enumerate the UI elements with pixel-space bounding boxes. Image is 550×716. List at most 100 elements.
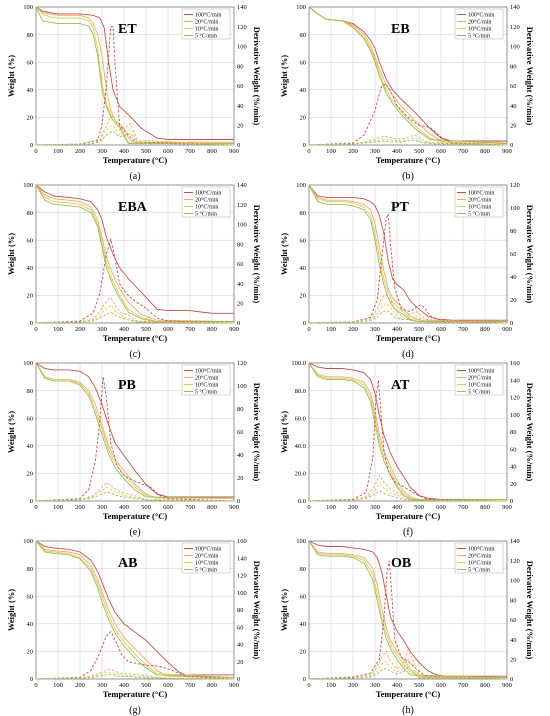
x-tick-label: 300 [370, 326, 380, 333]
y-tick-label-right: 0 [237, 498, 240, 505]
x-tick-label: 700 [458, 682, 468, 689]
y-tick-label-right: 120 [510, 558, 520, 565]
panel-title: EBA [118, 200, 148, 215]
legend-label: 5 °C/min [195, 567, 217, 574]
x-tick-label: 0 [307, 148, 310, 155]
y-tick-label-right: 20 [510, 481, 517, 488]
derivative-line [308, 658, 508, 680]
x-tick-label: 500 [141, 682, 151, 689]
plot-frame [35, 184, 235, 324]
x-tick-label: 700 [458, 326, 468, 333]
x-tick-label: 900 [229, 504, 239, 511]
y-tick-label-left: 40.0 [295, 443, 306, 450]
y-axis-label-left: Weight (%) [6, 589, 16, 631]
y-tick-label-right: 0 [237, 142, 240, 149]
y-axis-label-right: Derivative Weight (%/min) [525, 561, 535, 660]
derivative-line [35, 124, 235, 146]
y-tick-label-right: 40 [237, 452, 244, 459]
derivative-line [35, 376, 235, 502]
panel-caption: (f) [403, 527, 413, 538]
y-tick-label-right: 40 [237, 642, 244, 649]
chart-panel-pb: 0 100 200 300 400 500 600 700 800 900020406080100… [6, 360, 262, 538]
y-axis-label-right: Derivative Weight (%/min) [252, 205, 262, 304]
y-tick-label-left: 0 [303, 142, 306, 149]
legend-box [181, 8, 231, 40]
y-tick-label-right: 0 [510, 142, 513, 149]
y-tick-label-left: 0 [30, 142, 33, 149]
y-tick-label-left: 80 [27, 32, 34, 39]
x-tick-label: 900 [502, 148, 512, 155]
x-tick-label: 100 [53, 682, 63, 689]
y-axis-label-right: Derivative Weight (%/min) [252, 561, 262, 660]
x-axis-label: Temperature (°C) [376, 511, 441, 521]
y-tick-label-left: 40 [300, 265, 307, 272]
weight-line [308, 184, 508, 323]
derivative-line [308, 560, 508, 680]
y-tick-label-right: 40 [510, 637, 517, 644]
x-tick-label: 0 [34, 326, 37, 333]
x-tick-label: 500 [414, 682, 424, 689]
y-axis-label-right: Derivative Weight (%/min) [525, 205, 535, 304]
x-tick-label: 200 [348, 504, 358, 511]
y-tick-label-right: 80 [510, 429, 517, 436]
x-tick-label: 300 [370, 148, 380, 155]
y-tick-label-left: 100 [296, 182, 306, 189]
x-tick-label: 700 [458, 148, 468, 155]
x-tick-label: 200 [348, 148, 358, 155]
y-tick-label-right: 0 [510, 676, 513, 683]
y-tick-label-right: 80 [510, 597, 517, 604]
x-tick-label: 700 [185, 682, 195, 689]
y-tick-label-right: 120 [237, 573, 247, 580]
y-tick-label-left: 100 [296, 538, 306, 545]
y-tick-label-left: 60 [27, 593, 34, 600]
y-tick-label-left: 100 [296, 4, 306, 11]
derivative-line [308, 134, 508, 146]
plot-frame [35, 6, 235, 146]
derivative-line [35, 669, 235, 680]
derivative-line [308, 139, 508, 146]
y-tick-label-left: 0 [303, 676, 306, 683]
x-tick-label: 500 [141, 504, 151, 511]
y-tick-label-right: 100 [237, 383, 247, 390]
legend-label: 20°C/min [468, 375, 491, 382]
y-tick-label-right: 0 [237, 676, 240, 683]
y-axis-label-left: Weight (%) [6, 411, 16, 453]
chart-panel-pt: 0 100 200 300 400 500 600 700 800 900020406080100… [279, 182, 535, 360]
weight-line [308, 184, 507, 323]
derivative-line [308, 213, 508, 324]
x-tick-label: 100 [326, 682, 336, 689]
derivative-line [308, 474, 508, 502]
weight-line [308, 6, 508, 145]
y-tick-label-right: 140 [510, 4, 520, 11]
x-tick-label: 0 [34, 148, 37, 155]
x-tick-label: 400 [392, 326, 402, 333]
legend-label: 5 °C/min [468, 211, 490, 218]
y-tick-label-right: 60 [510, 83, 517, 90]
weight-line [35, 184, 234, 323]
legend-label: 20°C/min [195, 197, 218, 204]
y-tick-label-right: 120 [510, 182, 520, 189]
x-tick-label: 600 [436, 682, 446, 689]
x-tick-label: 200 [348, 326, 358, 333]
y-tick-label-left: 20 [27, 471, 34, 478]
y-tick-label-right: 40 [237, 103, 244, 110]
y-tick-label-left: 80 [27, 566, 34, 573]
y-tick-label-left: 20 [27, 649, 34, 656]
y-tick-label-right: 60 [510, 251, 517, 258]
legend-label: 5 °C/min [468, 567, 490, 574]
legend-label: 100°C/min [468, 12, 494, 19]
x-tick-label: 0 [34, 504, 37, 511]
weight-line [35, 540, 234, 676]
panel-caption: (h) [402, 705, 414, 716]
x-tick-label: 700 [458, 504, 468, 511]
weight-line [308, 184, 507, 321]
x-axis-label: Temperature (°C) [376, 689, 441, 699]
y-tick-label-right: 140 [237, 182, 247, 189]
y-tick-label-right: 80 [237, 406, 244, 413]
y-tick-label-right: 40 [510, 274, 517, 281]
x-tick-label: 300 [370, 504, 380, 511]
y-tick-label-left: 40 [300, 87, 307, 94]
plot-frame [308, 184, 508, 324]
y-tick-label-left: 100 [23, 4, 33, 11]
legend-label: 100°C/min [195, 190, 221, 197]
